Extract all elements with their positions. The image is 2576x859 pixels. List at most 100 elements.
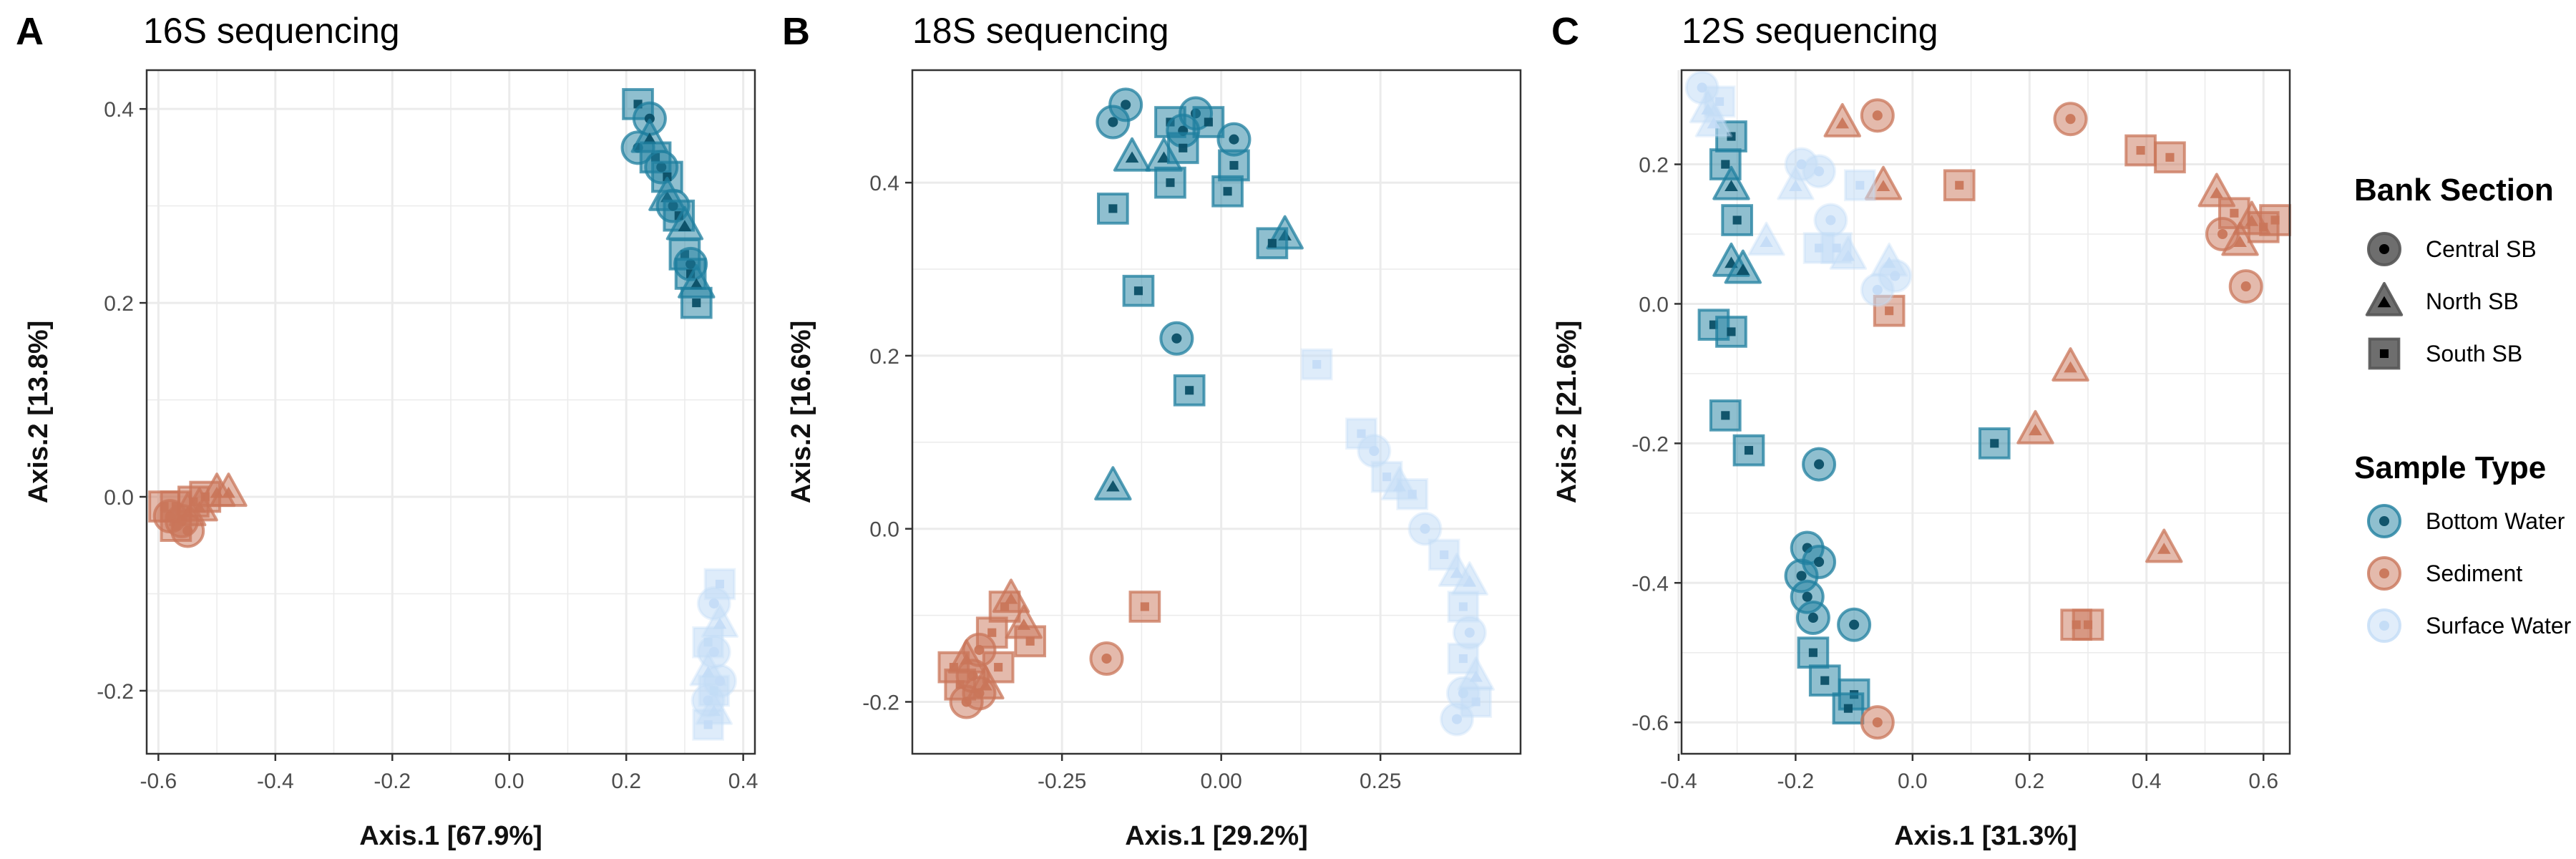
data-point [1122,274,1155,307]
panel-letter: B [782,10,810,53]
y-tick-label: 0.2 [104,292,134,316]
data-point [1709,399,1742,432]
data-point [1159,321,1194,356]
marker-inner [1724,180,1738,192]
marker-outer [1256,227,1289,260]
data-point [2145,528,2183,563]
data-point [2053,102,2088,137]
marker-inner [974,688,985,699]
marker-inner [160,502,169,511]
marker-inner [1789,180,1802,192]
data-point [1832,692,1865,725]
data-point [1860,98,1895,133]
legend-item: South SB [2368,337,2522,370]
legend-item: Central SB [2367,232,2537,266]
chart-title: 16S sequencing [143,11,400,51]
marker-inner [2270,215,2280,225]
marker-inner [1815,243,1824,253]
marker-inner [1707,117,1721,129]
data-point [1802,154,1837,189]
marker-inner [1458,602,1468,611]
data-point [2154,141,2186,174]
marker-inner [2230,208,2239,218]
data-point [1407,511,1443,546]
data-point [1864,165,1903,200]
data-point [1154,166,1186,199]
data-point [1709,148,1742,180]
data-point [1808,664,1841,697]
marker-inner [708,646,719,657]
data-point [2221,221,2259,256]
data-point [1712,165,1750,200]
marker-inner [987,628,997,637]
marker-inner [1407,490,1417,499]
marker-inner [2064,361,2077,373]
data-point [148,490,180,523]
marker-outer [1128,591,1161,623]
legend-item: Bottom Water [2367,504,2565,538]
marker-inner [2379,349,2389,359]
data-point [1211,175,1244,208]
marker-inner [692,299,701,308]
data-point [982,651,1015,684]
x-axis-label: Axis.1 [67.9%] [359,821,542,851]
chart-title: 18S sequencing [912,11,1169,51]
marker-inner [1955,180,1964,190]
x-tick-label: 0.4 [2132,770,2162,793]
marker-inner [1802,591,1813,602]
marker-inner [1849,619,1860,630]
chart-panel-c: -0.4 -0.2 0.0 0.2 0.4 0.6 -0.6 -0.4 -0.2 0.0 0.2 Ax… [1551,10,2291,851]
marker-outer [988,591,1021,623]
legend-label: South SB [2426,341,2522,367]
marker-inner [1440,550,1449,560]
data-point [1094,466,1132,501]
y-tick-label: -0.4 [1631,572,1669,596]
marker-inner [1814,459,1825,470]
data-point [1460,686,1493,718]
marker-inner [1721,160,1730,169]
legend-label: North SB [2426,288,2519,314]
data-point [170,513,205,548]
marker-inner [1855,180,1865,190]
marker-inner [643,132,657,145]
legend-label: Bottom Water [2426,508,2565,534]
marker-inner [703,720,713,729]
marker-outer [680,286,713,319]
marker-inner [1872,110,1883,121]
y-tick-label: 0.4 [104,98,134,122]
marker-inner [1369,445,1380,456]
marker-inner [1760,236,1773,247]
marker-inner [1357,429,1366,438]
legend-item: Surface Water [2367,608,2572,643]
legend-item: Sediment [2367,556,2522,591]
marker-outer [982,651,1015,684]
marker-outer [148,490,180,523]
marker-inner [1108,204,1118,213]
marker-inner [715,579,725,588]
chart-panel-a: -0.6 -0.4 -0.2 0.0 0.2 0.4 -0.2 0.0 0.2 0.4 Axis.1… [16,10,758,851]
data-point [2016,409,2054,445]
chart-title: 12S sequencing [1682,11,1938,51]
marker-inner [1420,523,1430,534]
marker-inner [2029,424,2042,436]
marker-inner [1171,333,1182,344]
marker-inner [1471,697,1480,707]
data-point [210,472,248,508]
data-point [1097,193,1129,225]
marker-inner [2210,187,2224,198]
marker-inner [678,220,692,231]
y-tick-label: -0.2 [97,680,134,704]
marker-inner [1229,160,1239,170]
marker-inner [2240,281,2251,292]
data-point [1256,227,1289,260]
data-point [1357,433,1392,468]
data-point [2072,608,2104,641]
marker-inner [974,644,985,655]
data-point [1694,103,1733,137]
legend-item: North SB [2365,281,2519,316]
marker-inner [2065,114,2076,125]
marker-inner [1814,166,1825,177]
marker-inner [182,525,193,536]
marker-inner [1125,151,1139,163]
marker-inner [713,617,727,629]
